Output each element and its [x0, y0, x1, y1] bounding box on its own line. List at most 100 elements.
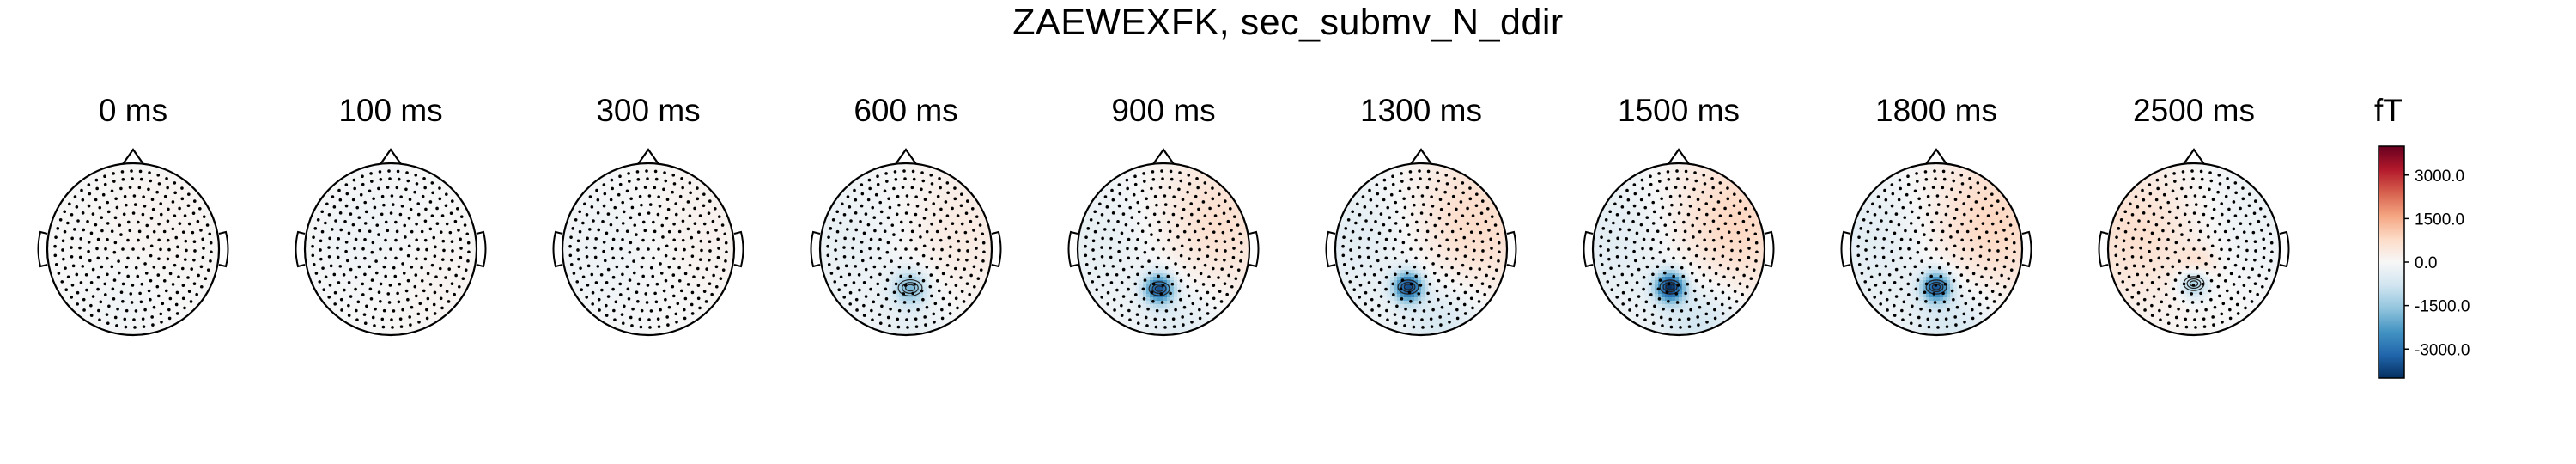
field-cell	[68, 290, 72, 295]
field-cell	[435, 225, 440, 229]
field-cell	[154, 277, 158, 281]
field-cell	[47, 325, 52, 329]
field-cell	[185, 215, 189, 219]
field-cell	[140, 297, 144, 302]
field-cell	[71, 304, 76, 308]
field-cell	[370, 256, 374, 260]
field-cell	[411, 263, 416, 267]
field-cell	[150, 239, 155, 243]
field-cell	[456, 259, 460, 264]
field-cell	[473, 194, 477, 198]
field-cell	[418, 235, 422, 240]
field-cell	[178, 242, 182, 247]
sensor-dot	[193, 249, 197, 253]
field-cell	[188, 318, 192, 322]
field-cell	[140, 256, 144, 260]
field-cell	[209, 177, 213, 181]
field-cell	[195, 249, 199, 253]
field-cell	[425, 266, 429, 271]
field-cell	[319, 242, 323, 247]
field-cell	[446, 198, 450, 202]
field-cell	[319, 270, 323, 274]
field-cell	[137, 263, 141, 267]
field-cell	[312, 308, 316, 312]
field-cell	[109, 325, 113, 329]
field-cell	[325, 277, 330, 281]
field-cell	[325, 222, 330, 226]
field-cell	[150, 270, 155, 274]
field-cell	[109, 263, 113, 267]
field-cell	[398, 208, 402, 212]
field-cell	[305, 304, 309, 308]
field-cell	[140, 167, 144, 171]
field-cell	[106, 284, 110, 288]
sensor-dot	[106, 200, 110, 205]
field-cell	[54, 198, 58, 202]
field-cell	[346, 249, 350, 253]
field-cell	[356, 170, 361, 174]
field-cell	[178, 184, 182, 188]
field-cell	[157, 308, 161, 312]
field-cell	[312, 259, 316, 264]
field-cell	[95, 205, 100, 209]
field-cell	[185, 290, 189, 295]
field-cell	[195, 180, 199, 185]
field-cell	[188, 256, 192, 260]
field-cell	[408, 180, 412, 185]
field-cell	[171, 191, 175, 195]
field-cell	[195, 242, 199, 247]
field-cell	[195, 246, 199, 250]
field-cell	[329, 229, 333, 233]
field-cell	[411, 235, 416, 240]
field-cell	[415, 194, 419, 198]
field-cell	[404, 218, 409, 223]
field-cell	[109, 222, 113, 226]
field-cell	[123, 266, 127, 271]
field-cell	[154, 259, 158, 264]
field-cell	[116, 263, 120, 267]
sensor-dot	[137, 186, 142, 190]
field-cell	[315, 266, 319, 271]
field-cell	[47, 194, 52, 198]
field-cell	[325, 229, 330, 233]
field-cell	[109, 273, 113, 278]
field-cell	[92, 263, 96, 267]
field-cell	[181, 308, 185, 312]
field-cell	[202, 266, 206, 271]
field-cell	[315, 256, 319, 260]
field-cell	[171, 180, 175, 185]
field-cell	[439, 167, 443, 171]
field-cell	[442, 294, 447, 298]
field-cell	[473, 208, 477, 212]
field-cell	[47, 256, 52, 260]
field-cell	[154, 246, 158, 250]
field-cell	[367, 208, 371, 212]
field-cell	[143, 187, 148, 192]
field-cell	[126, 266, 131, 271]
field-cell	[205, 321, 210, 326]
field-cell	[360, 232, 364, 236]
field-cell	[161, 191, 165, 195]
field-cell	[377, 205, 381, 209]
field-cell	[102, 205, 106, 209]
field-cell	[126, 280, 131, 284]
field-cell	[470, 229, 474, 233]
field-cell	[106, 290, 110, 295]
field-cell	[61, 284, 65, 288]
field-cell	[401, 290, 405, 295]
field-cell	[95, 191, 100, 195]
field-cell	[380, 201, 385, 205]
sensor-dot	[126, 274, 130, 278]
field-cell	[336, 242, 340, 247]
field-cell	[137, 297, 141, 302]
field-cell	[161, 284, 165, 288]
field-cell	[126, 297, 131, 302]
field-cell	[463, 297, 467, 302]
field-cell	[82, 170, 86, 174]
field-cell	[202, 273, 206, 278]
field-cell	[367, 235, 371, 240]
field-cell	[305, 191, 309, 195]
field-cell	[130, 208, 134, 212]
field-cell	[353, 280, 357, 284]
field-cell	[178, 177, 182, 181]
